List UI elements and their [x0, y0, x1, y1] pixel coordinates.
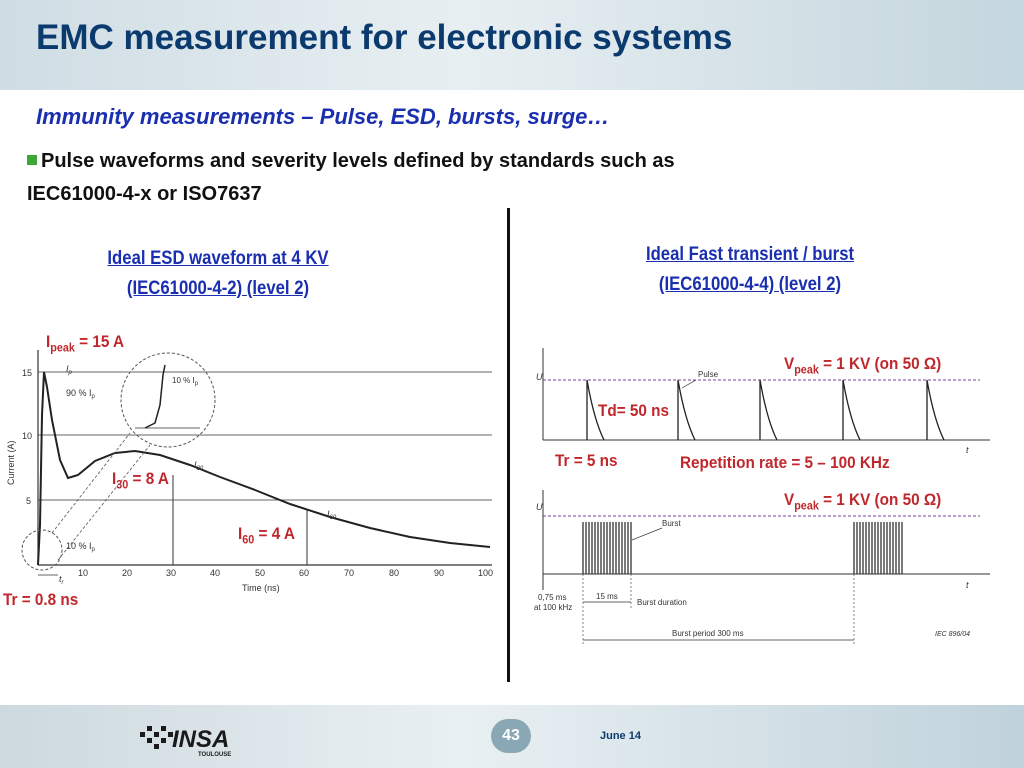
vpeak-pulse-annotation: Vpeak = 1 KV (on 50 Ω): [784, 354, 942, 377]
vpeak-burst-annotation: Vpeak = 1 KV (on 50 Ω): [784, 490, 942, 513]
svg-text:tr: tr: [59, 574, 65, 586]
burst-caption-line2: (IEC61000-4-4) (level 2): [658, 274, 842, 295]
svg-text:Burst: Burst: [662, 519, 681, 528]
x-tick-80: 80: [389, 568, 399, 578]
footer-date: June 14: [600, 730, 641, 742]
x-axis-label: Time (ns): [242, 583, 280, 593]
esd-waveform-graph: 15 10 5 Current (A) 10 20 30 40 50 60 70…: [6, 350, 493, 593]
svg-text:0,75 ms: 0,75 ms: [538, 593, 566, 602]
svg-text:Burst duration: Burst duration: [637, 598, 687, 607]
y-axis-label: Current (A): [6, 440, 16, 485]
slide-title: EMC measurement for electronic systems: [36, 18, 733, 57]
svg-text:TOULOUSE: TOULOUSE: [198, 752, 231, 758]
bullet-text-1: Pulse waveforms and severity levels defi…: [41, 150, 675, 172]
svg-text:10 % Ip: 10 % Ip: [172, 376, 199, 387]
i60-annotation: I60 = 4 A: [238, 524, 295, 547]
x-tick-40: 40: [210, 568, 220, 578]
svg-text:10 % Ip: 10 % Ip: [66, 541, 96, 553]
esd-tr-annotation: Tr = 0.8 ns: [3, 590, 79, 609]
column-divider: [507, 208, 510, 682]
svg-text:I30: I30: [194, 460, 204, 472]
esd-caption-line1: Ideal ESD waveform at 4 KV: [107, 248, 329, 269]
svg-text:U: U: [536, 502, 543, 512]
header-bar: [0, 0, 1024, 90]
x-tick-20: 20: [122, 568, 132, 578]
svg-text:t: t: [966, 445, 969, 455]
x-tick-50: 50: [255, 568, 265, 578]
svg-text:t: t: [966, 580, 969, 590]
y-tick-15: 15: [22, 368, 32, 378]
svg-text:15 ms: 15 ms: [596, 592, 618, 601]
y-tick-5: 5: [26, 496, 31, 506]
svg-text:at 100 kHz: at 100 kHz: [534, 603, 572, 612]
x-tick-90: 90: [434, 568, 444, 578]
svg-text:Ip: Ip: [66, 364, 73, 376]
i30-annotation: I30 = 8 A: [112, 469, 169, 492]
bullet-line-1: Pulse waveforms and severity levels defi…: [27, 150, 675, 173]
svg-text:U: U: [536, 372, 543, 382]
burst-tr-annotation: Tr = 5 ns: [555, 451, 618, 470]
td-annotation: Td= 50 ns: [598, 401, 670, 420]
x-tick-70: 70: [344, 568, 354, 578]
bullet-square-icon: [27, 155, 37, 165]
svg-text:I60: I60: [327, 509, 337, 521]
x-tick-60: 60: [299, 568, 309, 578]
svg-text:IEC 896/04: IEC 896/04: [935, 631, 970, 638]
esd-current-curve: [37, 371, 491, 566]
insa-logo: INSA TOULOUSE: [140, 726, 231, 758]
x-tick-100: 100: [478, 568, 493, 578]
svg-text:Pulse: Pulse: [698, 370, 719, 379]
ipeak-annotation: Ipeak = 15 A: [46, 332, 125, 355]
y-tick-10: 10: [22, 431, 32, 441]
page-number-badge: 43: [491, 719, 531, 753]
burst-waveform-graph: U t Pulse U t Burst: [534, 348, 990, 645]
svg-text:90 % Ip: 90 % Ip: [66, 388, 96, 400]
burst-caption-line1: Ideal Fast transient / burst: [645, 244, 855, 265]
bullet-line-2: IEC61000-4-x or ISO7637: [27, 183, 262, 205]
repetition-rate-annotation: Repetition rate = 5 – 100 KHz: [680, 453, 890, 472]
slide-subtitle: Immunity measurements – Pulse, ESD, burs…: [36, 104, 610, 129]
esd-caption-line2: (IEC61000-4-2) (level 2): [126, 278, 310, 299]
svg-text:INSA: INSA: [172, 726, 229, 753]
x-tick-10: 10: [78, 568, 88, 578]
x-tick-30: 30: [166, 568, 176, 578]
svg-text:Burst period 300 ms: Burst period 300 ms: [672, 629, 744, 638]
